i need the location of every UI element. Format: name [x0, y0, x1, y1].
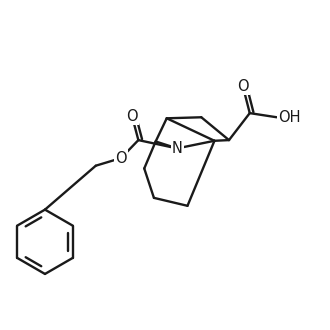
- Text: N: N: [172, 141, 182, 156]
- Text: OH: OH: [279, 110, 301, 125]
- Text: O: O: [237, 79, 248, 94]
- Text: O: O: [126, 109, 138, 124]
- Text: O: O: [115, 150, 127, 166]
